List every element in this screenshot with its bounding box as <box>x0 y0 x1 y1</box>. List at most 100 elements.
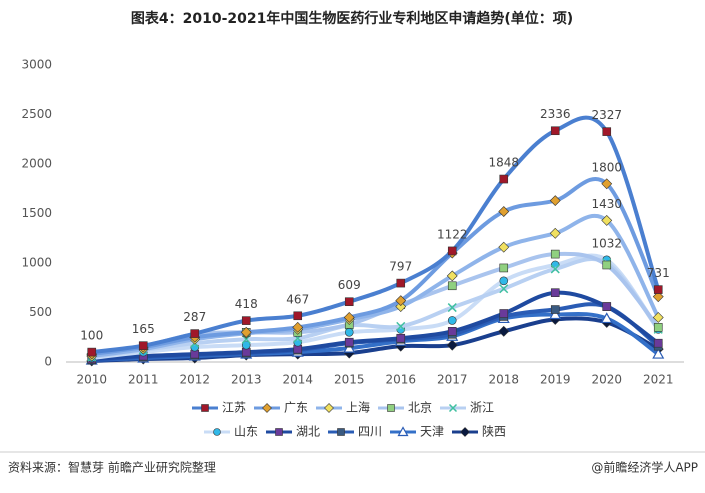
legend-label: 上海 <box>346 400 370 415</box>
y-tick-label: 2000 <box>21 157 52 171</box>
marker <box>499 309 509 318</box>
marker <box>292 321 304 333</box>
marker <box>652 347 665 359</box>
data-label: 100 <box>80 329 103 343</box>
marker <box>549 227 561 239</box>
marker <box>448 403 458 413</box>
y-tick-label: 0 <box>44 355 52 369</box>
marker <box>447 281 457 291</box>
series-line <box>91 213 661 359</box>
marker <box>240 326 252 338</box>
x-tick-label: 2010 <box>76 373 107 387</box>
marker <box>344 327 354 337</box>
marker <box>550 249 560 259</box>
chart-title: 图表4：2010-2021年中国生物医药行业专利地区申请趋势(单位：项) <box>131 10 573 27</box>
marker <box>343 312 355 323</box>
marker <box>446 339 458 351</box>
marker <box>550 126 560 136</box>
marker <box>262 403 272 413</box>
marker <box>241 316 251 325</box>
x-tick-label: 2014 <box>282 373 313 387</box>
y-tick-label: 2500 <box>21 107 52 121</box>
data-label: 2327 <box>591 108 622 122</box>
data-label: 1122 <box>437 227 468 241</box>
marker <box>396 321 406 331</box>
data-label: 1848 <box>488 156 519 170</box>
data-label: 2336 <box>540 107 571 121</box>
marker <box>344 297 354 307</box>
marker <box>498 325 510 337</box>
marker <box>201 404 209 412</box>
source: 资料来源：智慧芽 前瞻产业研究院整理 <box>8 460 216 475</box>
marker <box>499 174 509 184</box>
marker <box>447 246 457 256</box>
data-label: 609 <box>338 278 361 292</box>
data-label: 165 <box>132 322 155 336</box>
x-tick-label: 2012 <box>179 373 210 387</box>
x-tick-label: 2017 <box>437 373 468 387</box>
marker <box>602 302 612 311</box>
data-label: 467 <box>286 292 309 306</box>
marker <box>446 270 458 282</box>
marker <box>600 312 613 324</box>
data-label: 731 <box>647 266 670 280</box>
marker <box>550 264 560 274</box>
legend-label: 湖北 <box>296 424 320 439</box>
marker <box>344 337 354 347</box>
marker <box>652 312 664 323</box>
series-line <box>91 257 660 360</box>
marker <box>395 295 407 307</box>
data-label: 797 <box>389 260 412 274</box>
marker <box>396 278 406 288</box>
marker <box>324 403 334 413</box>
x-tick-label: 2015 <box>334 373 365 387</box>
marker <box>549 195 561 207</box>
legend-label: 陕西 <box>482 424 506 439</box>
x-tick-label: 2020 <box>591 373 622 387</box>
marker <box>397 426 409 437</box>
legend-label: 天津 <box>420 425 444 439</box>
marker <box>652 291 664 303</box>
marker <box>396 333 406 343</box>
marker <box>653 323 663 332</box>
x-tick-label: 2021 <box>643 373 674 387</box>
marker <box>498 241 510 253</box>
x-tick-label: 2018 <box>488 373 519 387</box>
legend-label: 北京 <box>408 401 432 415</box>
x-tick-label: 2013 <box>231 373 262 387</box>
marker <box>601 178 613 190</box>
marker <box>337 428 345 436</box>
marker <box>447 316 457 325</box>
marker <box>602 260 612 270</box>
marker <box>499 276 509 286</box>
marker <box>499 284 509 294</box>
marker <box>447 327 457 336</box>
marker <box>343 341 356 353</box>
y-tick-label: 3000 <box>21 58 52 72</box>
marker <box>601 215 613 226</box>
marker <box>498 206 510 217</box>
marker <box>213 428 221 436</box>
marker <box>447 303 457 313</box>
brand: @前瞻经济学人APP <box>591 460 698 475</box>
x-tick-label: 2011 <box>128 373 159 387</box>
marker <box>550 305 560 314</box>
x-tick-label: 2016 <box>385 373 416 387</box>
legend-label: 浙江 <box>470 401 494 415</box>
data-label: 418 <box>235 297 258 311</box>
marker <box>653 285 663 294</box>
marker <box>549 308 562 320</box>
x-tick-label: 2019 <box>540 373 571 387</box>
y-tick-label: 1500 <box>21 206 52 220</box>
y-tick-label: 500 <box>29 305 52 319</box>
marker <box>550 288 560 298</box>
legend-label: 江苏 <box>222 401 246 415</box>
marker <box>653 338 663 348</box>
data-label: 287 <box>183 310 206 324</box>
series-line <box>91 290 660 362</box>
data-label: 1800 <box>591 160 622 174</box>
marker <box>293 311 303 321</box>
marker <box>499 263 509 273</box>
legend-label: 山东 <box>234 425 258 439</box>
